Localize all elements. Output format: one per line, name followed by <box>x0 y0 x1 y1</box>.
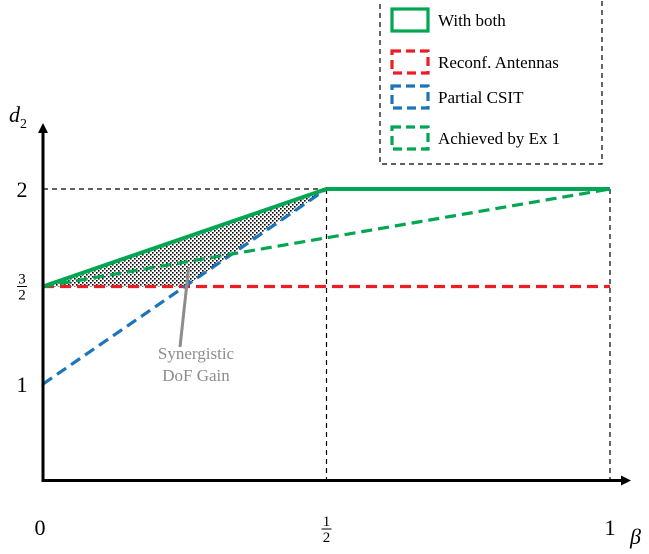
legend-label-partial-csit: Partial CSIT <box>438 88 524 107</box>
y-tick-label-3-2: 32 <box>17 272 27 304</box>
series-line-with-both <box>42 187 610 289</box>
x-axis-label: β <box>629 524 641 549</box>
x-tick-label-1-2-den: 2 <box>323 530 331 546</box>
y-tick-label-2: 2 <box>17 177 28 202</box>
legend-label-achieved-by-ex-1: Achieved by Ex 1 <box>438 129 560 148</box>
legend-swatch-with-both <box>390 7 430 33</box>
legend-frame <box>379 0 603 165</box>
axes-group <box>38 123 631 486</box>
guide-lines <box>43 188 611 481</box>
annotation-line-1: Synergistic <box>158 344 235 363</box>
y-axis-label-sub: 2 <box>20 117 27 132</box>
annotation-line-2: DoF Gain <box>162 366 230 385</box>
series-line-achieved-by-ex-1 <box>42 187 611 289</box>
x-tick-label-1-2-num: 1 <box>323 514 331 530</box>
legend-swatch-achieved-by-ex-1 <box>390 125 430 151</box>
y-axis-label: d2 <box>9 102 27 132</box>
x-tick-label-1: 1 <box>605 515 616 540</box>
series-group <box>42 187 611 386</box>
legend-label-with-both: With both <box>438 11 506 30</box>
y-tick-label-3-2-num: 3 <box>18 272 26 288</box>
y-tick-label-1: 1 <box>17 372 28 397</box>
annotation-pointer <box>178 266 191 348</box>
legend: With both Reconf. Antennas Partial CSIT Ach… <box>379 0 603 165</box>
legend-swatch-reconf-antennas <box>390 49 430 75</box>
legend-swatch-partial-csit <box>390 84 430 110</box>
legend-label-reconf-antennas: Reconf. Antennas <box>438 53 559 72</box>
y-tick-label-3-2-den: 2 <box>18 288 26 304</box>
annotation-group: Synergistic DoF Gain <box>158 266 235 385</box>
x-tick-label-0: 0 <box>35 515 46 540</box>
x-tick-label-1-2: 12 <box>321 514 332 546</box>
